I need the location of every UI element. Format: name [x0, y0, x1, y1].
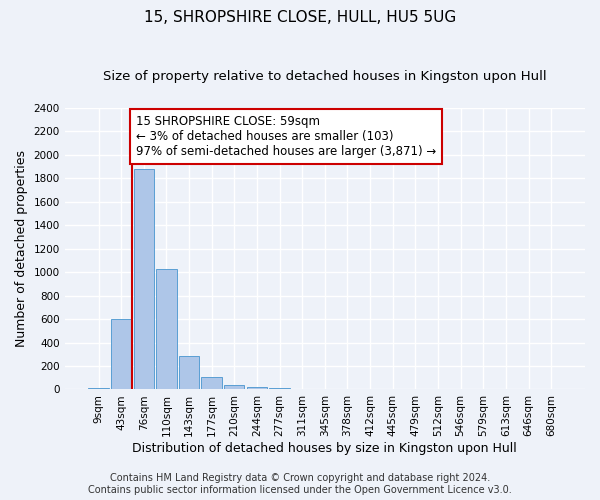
Text: Contains HM Land Registry data © Crown copyright and database right 2024.
Contai: Contains HM Land Registry data © Crown c… — [88, 474, 512, 495]
Text: 15 SHROPSHIRE CLOSE: 59sqm
← 3% of detached houses are smaller (103)
97% of semi: 15 SHROPSHIRE CLOSE: 59sqm ← 3% of detac… — [136, 115, 436, 158]
Bar — [224, 385, 244, 390]
Bar — [88, 388, 109, 390]
Bar — [134, 169, 154, 390]
Title: Size of property relative to detached houses in Kingston upon Hull: Size of property relative to detached ho… — [103, 70, 547, 83]
Bar — [179, 356, 199, 390]
Bar — [247, 387, 267, 390]
Text: 15, SHROPSHIRE CLOSE, HULL, HU5 5UG: 15, SHROPSHIRE CLOSE, HULL, HU5 5UG — [144, 10, 456, 25]
X-axis label: Distribution of detached houses by size in Kingston upon Hull: Distribution of detached houses by size … — [133, 442, 517, 455]
Bar — [156, 268, 176, 390]
Y-axis label: Number of detached properties: Number of detached properties — [15, 150, 28, 347]
Bar — [292, 389, 313, 390]
Bar — [202, 376, 222, 390]
Bar — [269, 388, 290, 390]
Bar — [111, 319, 131, 390]
